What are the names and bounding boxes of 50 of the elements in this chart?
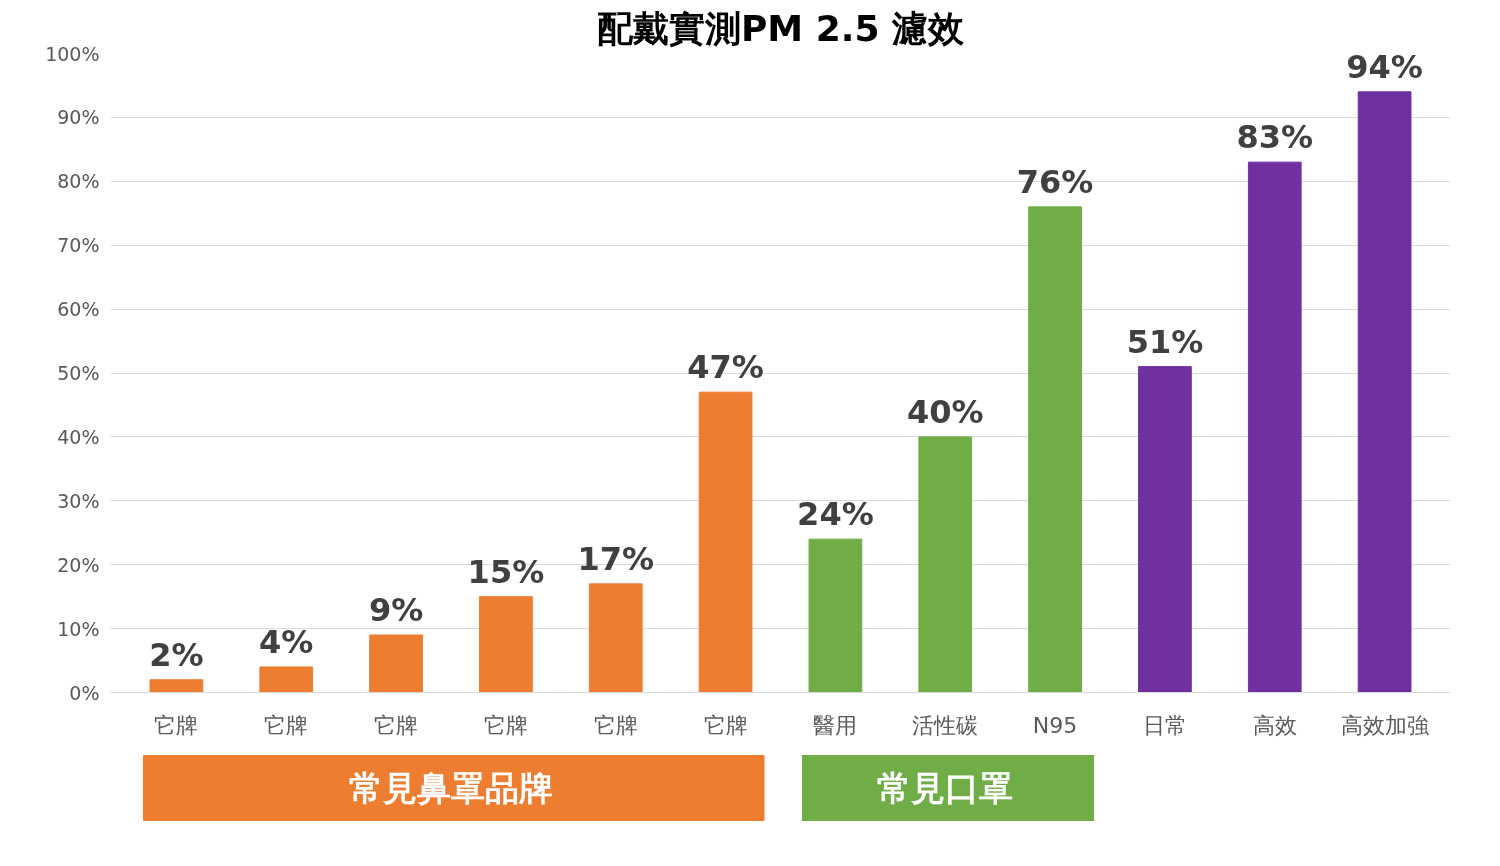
y-tick-label: 0% [69,681,100,704]
data-label: 17% [577,539,655,578]
y-tick-label: 90% [57,106,100,129]
y-tick-label: 50% [57,362,100,384]
data-label: 94% [1346,47,1423,86]
x-tick-label: 日常 [1142,712,1187,738]
y-tick-label: 10% [57,617,100,640]
y-tick-label: 40% [57,425,100,448]
x-tick-label: 它牌 [374,712,419,738]
bar [918,436,973,693]
bar [588,583,643,693]
y-tick-label: 20% [57,553,100,576]
bar [369,634,423,693]
data-label: 15% [467,552,545,591]
x-tick-label: 活性碳 [912,712,979,738]
y-tick-label: 30% [57,489,100,512]
bar [1247,161,1302,693]
bar [479,596,533,693]
x-tick-label: 醫用 [813,712,858,738]
x-tick-label: 它牌 [154,712,199,738]
bar [149,679,204,693]
data-label: 9% [368,590,424,629]
bar [698,391,753,693]
bar [1138,366,1192,693]
x-tick-label: 它牌 [483,712,528,738]
bar [1357,91,1412,693]
data-label: 76% [1016,162,1094,201]
x-tick-label: 它牌 [264,712,309,738]
text: 常見鼻罩品牌 [348,768,553,808]
y-tick-label: 70% [57,234,100,257]
x-tick-label: 它牌 [593,712,638,738]
y-tick-label: 60% [57,298,100,321]
x-tick-label: N95 [1032,712,1078,738]
data-label: 40% [906,392,984,431]
x-tick-label: 高效 [1252,712,1297,738]
data-label: 47% [687,348,764,387]
x-tick-label: 它牌 [703,712,748,738]
data-label: 51% [1126,322,1204,361]
text: 常見口罩 [877,768,1014,808]
chart-title: 配戴實測PM 2.5 濾效 [596,7,966,49]
data-label: 4% [259,622,314,661]
y-tick-label: 80% [57,170,100,193]
bar [1028,206,1082,693]
bar [808,538,863,693]
x-tick-label: 高效加強 [1340,712,1429,738]
data-label: 83% [1236,118,1314,157]
y-tick-label: 100% [45,42,100,65]
data-label: 2% [149,635,204,674]
data-label: 24% [797,495,874,534]
bar [259,666,314,693]
